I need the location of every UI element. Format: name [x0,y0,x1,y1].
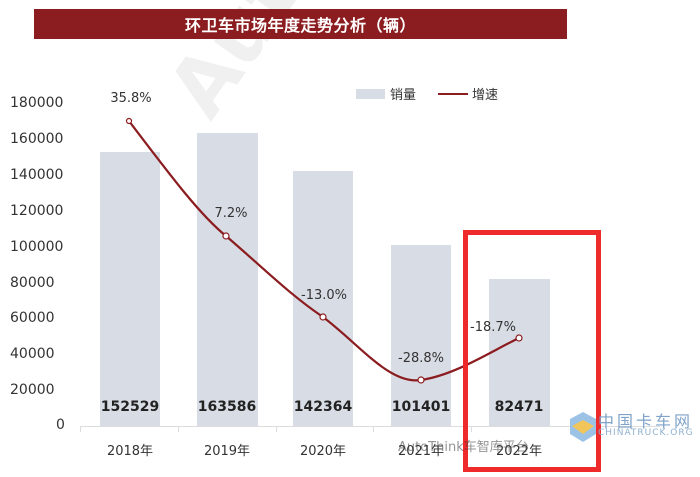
x-tick-mark [80,426,81,432]
x-axis [80,426,660,427]
logo-text-en: CHINATRUCK.ORG [598,428,694,438]
chinatruck-logo: 中国卡车网 CHINATRUCK.ORG [570,408,700,448]
growth-label: -18.7% [470,320,516,335]
legend: 销量 增速 [356,84,498,103]
bar-2020 [293,171,353,426]
bar-2019 [197,133,258,426]
bar-value: 163586 [197,399,257,415]
x-label: 2022年 [495,444,543,459]
x-label: 2020年 [299,444,347,459]
logo-text-cn: 中国卡车网 [598,412,694,431]
y-tick: 120000 [10,203,64,219]
growth-label: 7.2% [214,206,248,221]
bar-2022 [489,279,550,426]
legend-line-swatch [438,92,469,95]
y-tick: 0 [56,417,65,433]
legend-bar-label: 销量 [390,88,417,103]
bar-value: 152529 [100,399,160,415]
highlight-2022-box [463,230,601,472]
x-label: 2018年 [106,444,154,459]
legend-line-label: 增速 [472,88,499,103]
x-tick-mark [471,426,472,432]
bar-2018 [100,152,160,426]
legend-bar-swatch [356,88,385,99]
bar-value: 82471 [494,399,544,415]
y-tick: 160000 [10,131,64,147]
x-label: 2021年 [397,444,445,459]
growth-label: -13.0% [301,288,347,303]
y-tick: 140000 [10,167,64,183]
y-tick: 20000 [10,382,55,398]
x-tick-mark [373,426,374,432]
cube-logo-icon [570,412,596,442]
y-tick: 180000 [10,95,64,111]
x-tick-mark [178,426,179,432]
y-tick: 40000 [10,346,55,362]
x-label: 2019年 [203,444,251,459]
wechat-watermark: AutoThink车智库平台 [398,440,529,455]
y-tick: 100000 [10,239,64,255]
y-tick: 80000 [10,275,55,291]
y-tick: 60000 [10,310,55,326]
growth-label: -28.8% [398,351,444,366]
chart-title: 环卫车市场年度走势分析（辆） [34,9,567,39]
growth-label: 35.8% [110,91,152,106]
bar-value: 101401 [391,399,451,415]
bar-2021 [391,245,451,426]
bar-value: 142364 [293,399,353,415]
x-tick-mark [276,426,277,432]
